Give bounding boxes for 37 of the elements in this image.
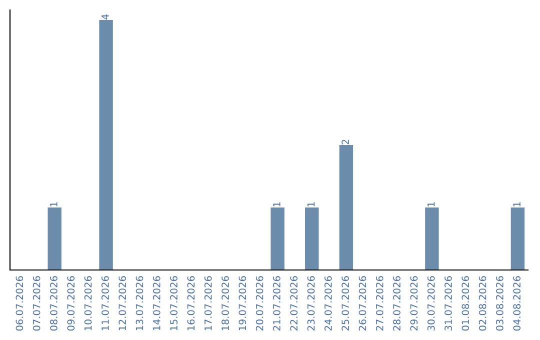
x-tick-label: 31.07.2026 — [444, 276, 452, 330]
data-label: 1 — [307, 202, 315, 206]
x-tick-label: 08.07.2026 — [50, 276, 58, 331]
x-tick-label: 23.07.2026 — [307, 276, 315, 331]
x-tick-label: 01.08.2026 — [462, 276, 470, 331]
x-tick-label: 30.07.2026 — [427, 276, 435, 330]
x-tick-label: 03.08.2026 — [496, 276, 504, 331]
data-label: 2 — [342, 140, 349, 144]
x-tick-label: 10.07.2026 — [84, 276, 92, 330]
x-tick-label: 14.07.2026 — [152, 276, 160, 330]
x-tick-label: 13.07.2026 — [136, 276, 144, 330]
x-tick-label: 25.07.2026 — [342, 276, 350, 331]
x-tick-label: 20.07.2026 — [256, 276, 264, 331]
x-tick-label: 29.07.2026 — [410, 276, 418, 331]
x-tick-label: 09.07.2026 — [67, 276, 75, 331]
x-tick-label: 06.07.2026 — [16, 276, 24, 331]
data-label: 1 — [513, 202, 520, 206]
data-label: 1 — [50, 202, 58, 206]
x-tick-label: 07.07.2026 — [32, 276, 40, 331]
data-label: 4 — [102, 14, 109, 20]
data-label: 1 — [273, 202, 280, 206]
data-label: 1 — [428, 202, 435, 206]
x-tick-label: 17.07.2026 — [204, 276, 212, 330]
x-tick-label: 26.07.2026 — [358, 276, 366, 331]
x-tick-label: 02.08.2026 — [478, 276, 486, 331]
x-tick-label: 16.07.2026 — [187, 276, 195, 330]
x-tick-label: 11.07.2026 — [102, 276, 109, 330]
x-tick-label: 04.08.2026 — [513, 276, 521, 331]
x-tick-label: 24.07.2026 — [324, 276, 332, 331]
x-tick-label: 15.07.2026 — [170, 276, 178, 330]
x-tick-label: 19.07.2026 — [238, 276, 246, 330]
x-tick-label: 22.07.2026 — [290, 276, 298, 331]
x-tick-label: 27.07.2026 — [376, 276, 384, 331]
x-tick-label: 28.07.2026 — [393, 276, 400, 331]
x-tick-label: 21.07.2026 — [273, 276, 280, 331]
x-tick-label: 18.07.2026 — [222, 276, 229, 330]
x-tick-label: 12.07.2026 — [118, 276, 126, 330]
